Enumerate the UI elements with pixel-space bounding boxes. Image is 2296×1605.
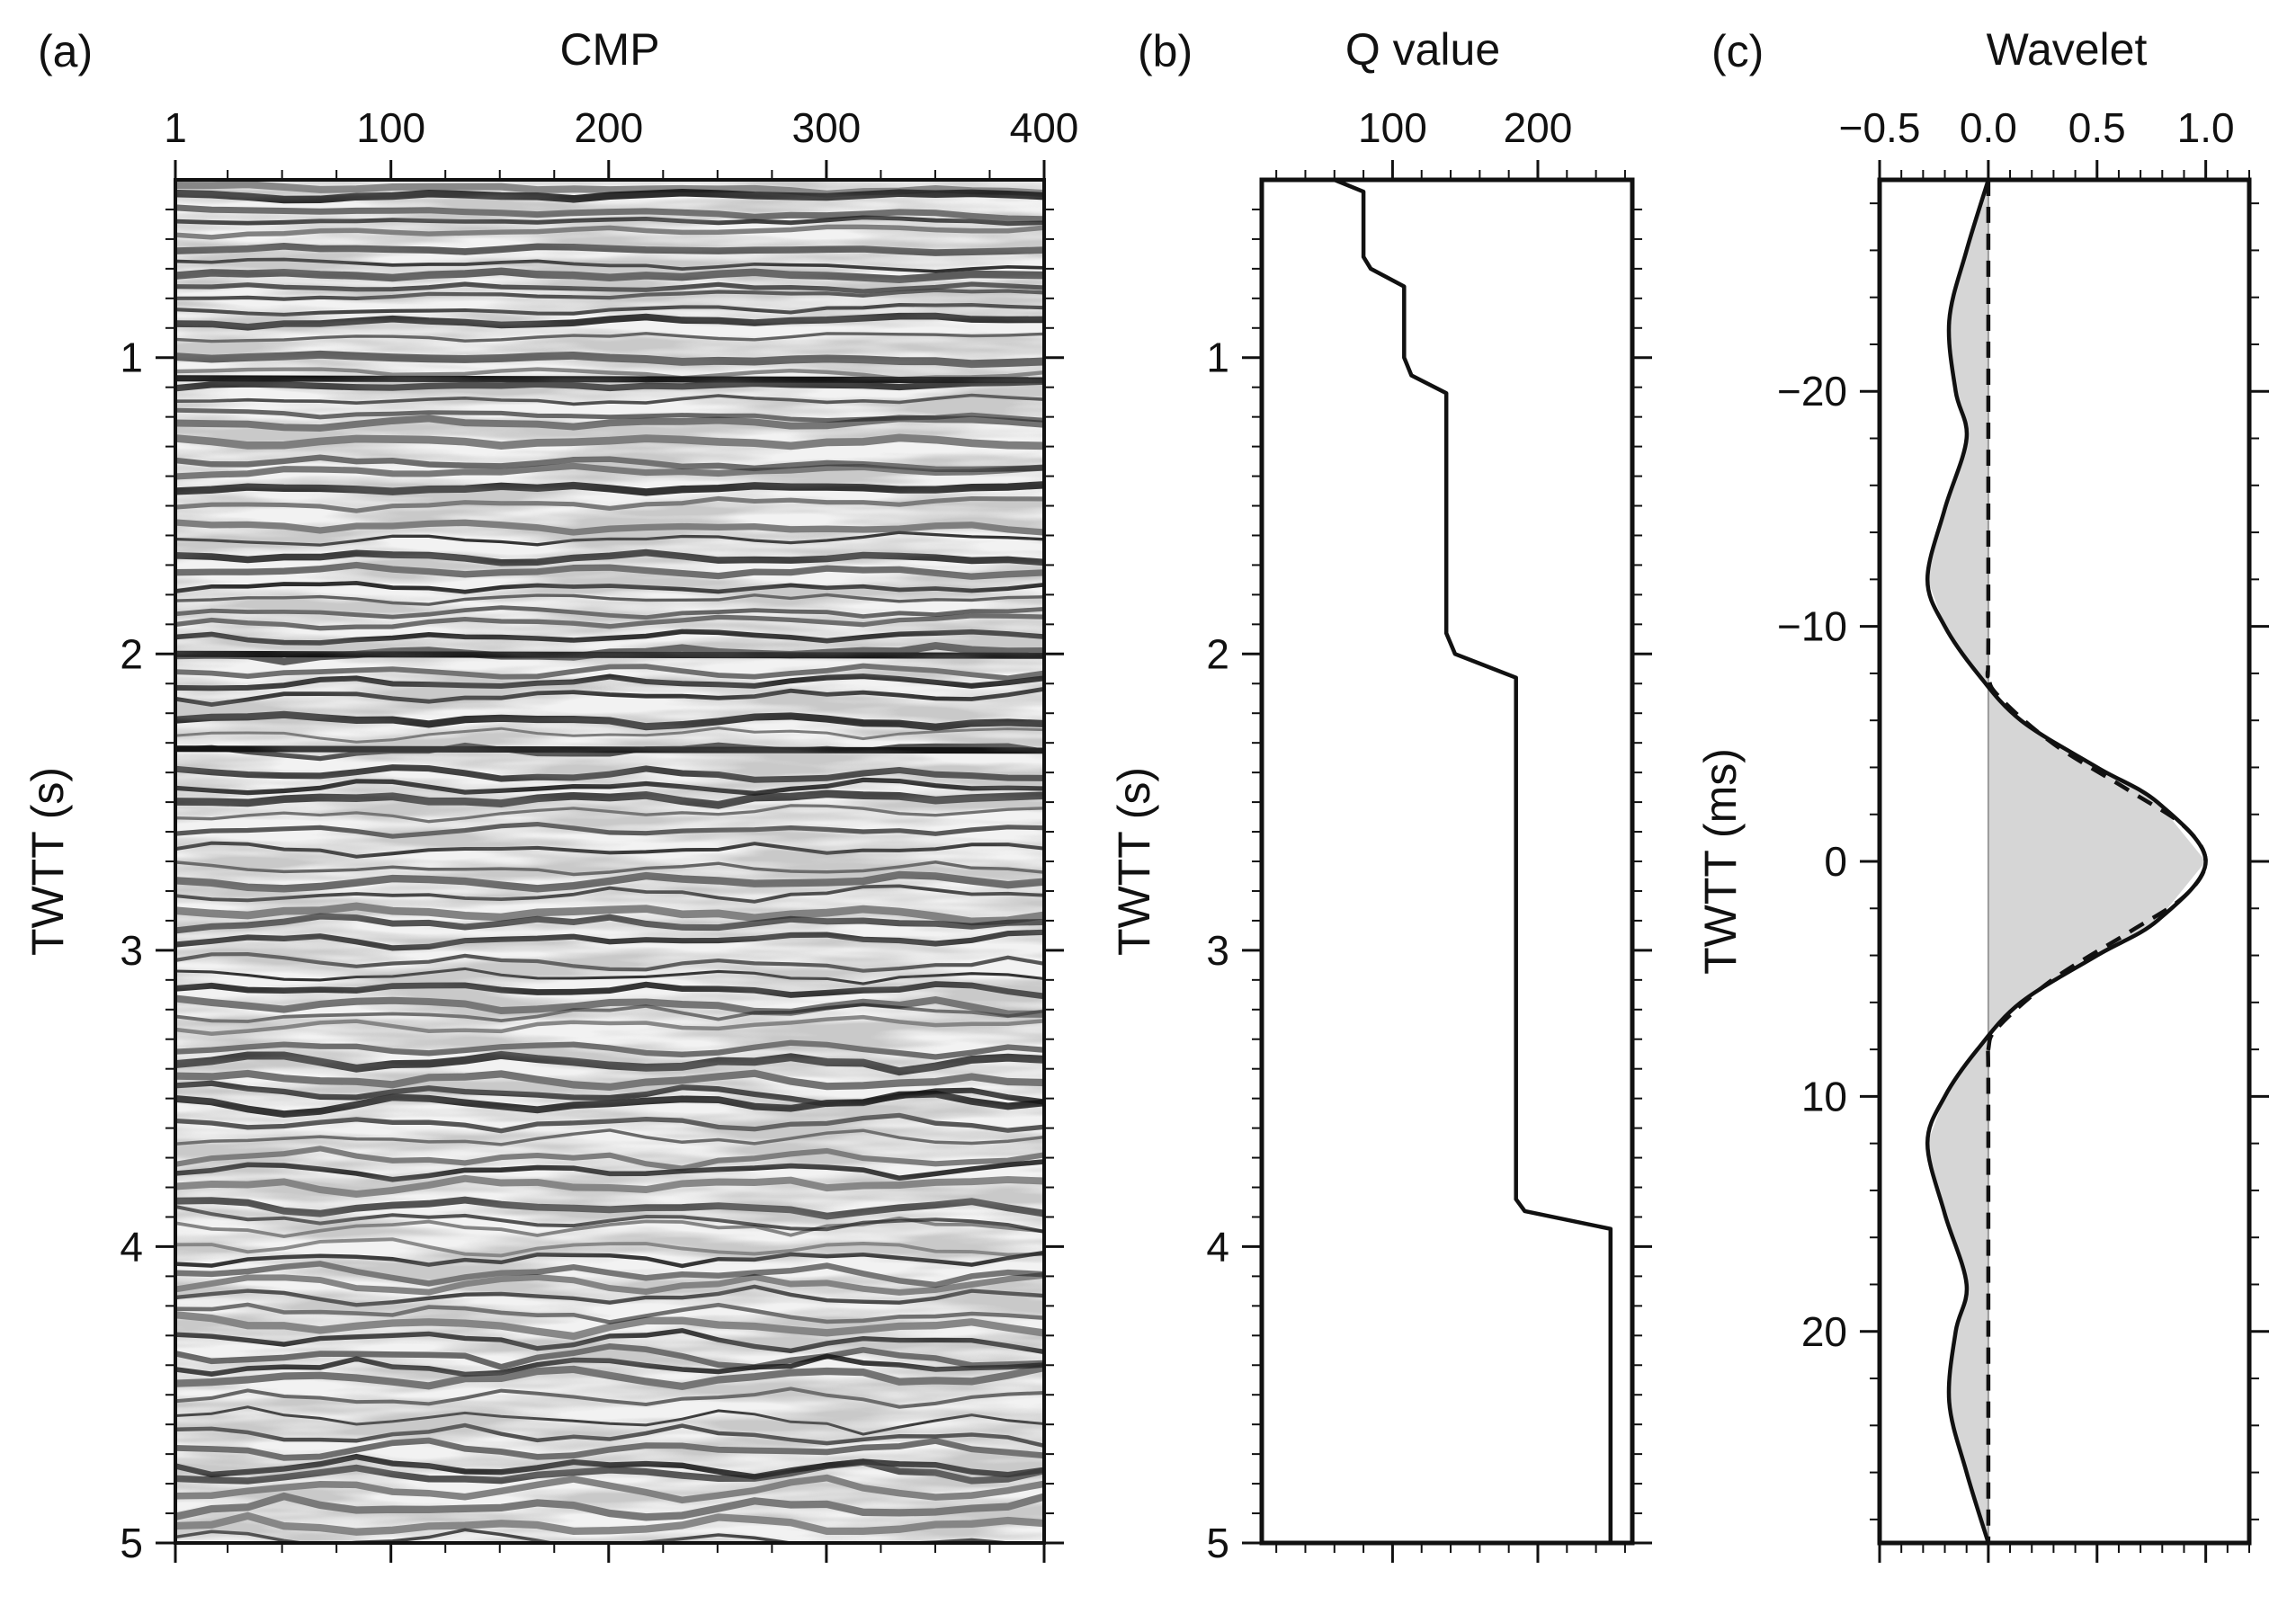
- y-tick-label: 10: [1801, 1073, 1847, 1119]
- x-axis-label-q-value: Q value: [1345, 24, 1500, 75]
- x-tick-label: 100: [1358, 104, 1427, 151]
- panel-label-c: (c): [1711, 26, 1764, 76]
- y-tick-label: 5: [120, 1520, 143, 1566]
- panel-label-a: (a): [38, 26, 93, 76]
- y-axis-label-b: TWTT (s): [1109, 767, 1159, 956]
- axes-a: 1 100 200 300 400 1 2 3 4 5: [120, 104, 1078, 1566]
- y-axis-label-a: TWTT (s): [22, 767, 73, 956]
- x-tick-label: 400: [1010, 104, 1079, 151]
- x-tick-label: 200: [1504, 104, 1573, 151]
- y-tick-label: 1: [120, 334, 143, 381]
- y-tick-label: 4: [1206, 1223, 1229, 1270]
- axes-b: 100 200 1 2 3 4 5: [1206, 104, 1652, 1566]
- x-tick-label: −0.5: [1839, 104, 1921, 151]
- y-tick-label: 3: [1206, 927, 1229, 974]
- x-axis-label-wavelet: Wavelet: [1987, 24, 2148, 75]
- y-tick-label: 2: [120, 630, 143, 677]
- frame-c: [1877, 177, 2252, 1546]
- y-tick-label: −20: [1777, 368, 1847, 415]
- y-axis-label-c: TWTT (ms): [1695, 748, 1746, 975]
- x-tick-label: 1.0: [2177, 104, 2235, 151]
- wavelet-solid-line: [1925, 180, 2208, 1543]
- y-tick-label: 2: [1206, 630, 1229, 677]
- q-series: [1333, 177, 1613, 1543]
- x-tick-label: 200: [574, 104, 643, 151]
- wavelet-dashed-line: [1985, 180, 2208, 1543]
- x-axis-label-cmp: CMP: [559, 24, 659, 75]
- y-tick-label: −10: [1777, 603, 1847, 650]
- x-tick-label: 100: [356, 104, 425, 151]
- axes-c: −0.5 0.0 0.5 1.0 −20 −10 0 10 20: [1777, 104, 2269, 1563]
- wavelet-series: [1925, 180, 2208, 1543]
- wavelet-fill: [1927, 180, 2206, 1543]
- seismic-image: [175, 180, 1044, 1543]
- x-tick-label: 300: [792, 104, 862, 151]
- x-tick-label: 0.0: [1960, 104, 2017, 151]
- y-tick-label: 20: [1801, 1308, 1847, 1355]
- panel-a-seismic-section: (a) CMP TWTT (s) 1 100 200 300 400 1 2 3 4 5: [22, 24, 1078, 1566]
- y-tick-label: 4: [120, 1223, 143, 1270]
- y-tick-label: 3: [120, 927, 143, 974]
- panel-c-wavelet: (c) Wavelet TWTT (ms) −0.5 0.0 0.5 1.0 −20 −1…: [1695, 24, 2269, 1563]
- x-tick-label: 0.5: [2068, 104, 2126, 151]
- frame-a: [174, 178, 1046, 1545]
- frame-b: [1259, 177, 1635, 1546]
- y-tick-label: 1: [1206, 334, 1229, 381]
- panel-b-q-profile: (b) Q value TWTT (s) 100 200 1 2 3 4 5: [1109, 24, 1652, 1566]
- panel-label-b: (b): [1138, 26, 1193, 76]
- q-profile-line: [1333, 177, 1613, 1543]
- seismic-texture: [175, 180, 1044, 1543]
- y-tick-label: 5: [1206, 1520, 1229, 1566]
- y-tick-label: 0: [1824, 838, 1847, 885]
- x-tick-label: 1: [164, 104, 187, 151]
